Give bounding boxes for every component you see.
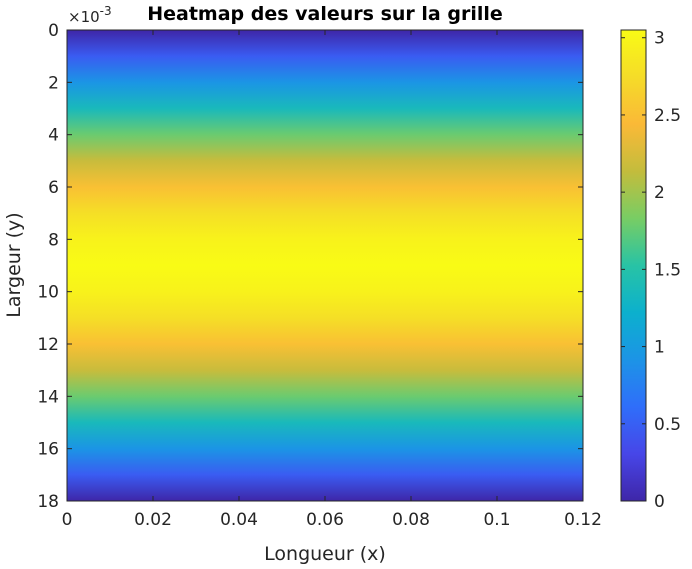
x-tick-label: 0.06 — [306, 510, 344, 530]
colorbar-tick-label: 1 — [654, 338, 665, 358]
colorbar-tick-label: 2 — [654, 183, 665, 203]
y-axis-ticks: 0 2 4 6 8 10 12 14 16 18 — [37, 21, 583, 512]
y-tick-label: 12 — [37, 335, 59, 355]
plot-area: 0 0.02 0.04 0.06 0.08 0.1 0.12 0 2 4 6 8 10 12 14 16 18 — [37, 21, 602, 530]
x-axis-label: Longueur (x) — [264, 543, 386, 565]
colorbar-tick-label: 1.5 — [654, 260, 681, 280]
x-tick-label: 0.12 — [564, 510, 602, 530]
x-tick-label: 0 — [62, 510, 73, 530]
y-axis-exponent: ×10-3 — [68, 4, 112, 26]
colorbar-image — [621, 30, 646, 501]
y-tick-label: 18 — [37, 492, 59, 512]
heatmap-image — [67, 30, 583, 501]
y-tick-label: 6 — [48, 178, 59, 198]
colorbar: 0 0.5 1 1.5 2 2.5 3 — [620, 29, 681, 512]
x-axis-ticks: 0 0.02 0.04 0.06 0.08 0.1 0.12 — [62, 30, 602, 530]
colorbar-tick-label: 3 — [654, 29, 665, 49]
y-tick-label: 16 — [37, 440, 59, 460]
colorbar-ticks: 0 0.5 1 1.5 2 2.5 3 — [621, 29, 681, 512]
x-tick-label: 0.02 — [134, 510, 172, 530]
y-tick-label: 0 — [48, 21, 59, 41]
y-tick-label: 14 — [37, 387, 59, 407]
colorbar-tick-label: 0.5 — [654, 415, 681, 435]
y-tick-label: 4 — [48, 126, 59, 146]
x-tick-label: 0.1 — [483, 510, 510, 530]
colorbar-frame — [620, 29, 647, 502]
x-tick-label: 0.04 — [220, 510, 258, 530]
y-tick-label: 10 — [37, 283, 59, 303]
chart-title: Heatmap des valeurs sur la grille — [147, 3, 503, 25]
y-tick-label: 8 — [48, 230, 59, 250]
colorbar-tick-label: 2.5 — [654, 106, 681, 126]
y-axis-label: Largeur (y) — [3, 212, 25, 317]
colorbar-tick-label: 0 — [654, 492, 665, 512]
y-tick-label: 2 — [48, 73, 59, 93]
x-tick-label: 0.08 — [392, 510, 430, 530]
